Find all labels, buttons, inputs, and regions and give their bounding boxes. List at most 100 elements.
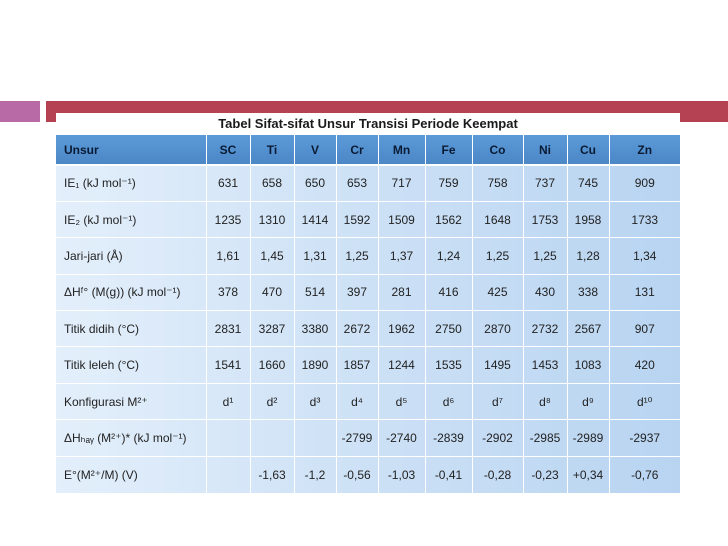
column-header: Ti (250, 135, 295, 166)
table-cell: 1733 (609, 201, 680, 239)
table-cell: 1244 (378, 346, 426, 384)
table-cell: 3287 (250, 310, 295, 348)
table-cell: 1753 (523, 201, 568, 239)
properties-table-container: Tabel Sifat-sifat Unsur Transisi Periode… (56, 113, 680, 493)
column-header: Cu (567, 135, 610, 166)
table-title: Tabel Sifat-sifat Unsur Transisi Periode… (56, 113, 680, 135)
table-cell: 378 (206, 274, 251, 312)
table-cell (250, 419, 295, 457)
table-cell: 653 (336, 165, 379, 202)
table-cell: 420 (609, 346, 680, 384)
accent-block-left (0, 101, 40, 122)
table-cell: 2750 (425, 310, 473, 348)
table-cell: 1660 (250, 346, 295, 384)
table-cell: d¹ (206, 383, 251, 421)
table-cell: 759 (425, 165, 473, 202)
table-row: ΔHₕₐᵧ (M²⁺)* (kJ mol⁻¹) -2799 -2740 -283… (56, 419, 680, 457)
table-cell: d⁵ (378, 383, 426, 421)
table-cell: 1,28 (567, 237, 610, 275)
table-cell: 631 (206, 165, 251, 202)
row-label: E°(M²⁺/M) (V) (56, 456, 207, 493)
table-cell: 2870 (472, 310, 524, 348)
table-row: Konfigurasi M²⁺ d¹ d² d³ d⁴ d⁵ d⁶ d⁷ d⁸ … (56, 383, 680, 421)
table-cell: 909 (609, 165, 680, 202)
table-cell: -0,28 (472, 456, 524, 493)
table-cell: 1857 (336, 346, 379, 384)
row-label: Konfigurasi M²⁺ (56, 383, 207, 421)
table-row: E°(M²⁺/M) (V) -1,63 -1,2 -0,56 -1,03 -0,… (56, 456, 680, 493)
table-cell: 1453 (523, 346, 568, 384)
table-cell: -2985 (523, 419, 568, 457)
table-cell: 514 (294, 274, 337, 312)
table-cell: 2672 (336, 310, 379, 348)
table-cell: -1,03 (378, 456, 426, 493)
table-cell: 1535 (425, 346, 473, 384)
row-label: IE₂ (kJ mol⁻¹) (56, 201, 207, 239)
table-cell: -1,2 (294, 456, 337, 493)
table-cell: 1890 (294, 346, 337, 384)
table-cell: 425 (472, 274, 524, 312)
table-cell: d⁴ (336, 383, 379, 421)
table-cell: 470 (250, 274, 295, 312)
column-header: V (294, 135, 337, 166)
table-cell (206, 419, 251, 457)
table-cell: -2740 (378, 419, 426, 457)
table-cell: 1,37 (378, 237, 426, 275)
table-cell: 658 (250, 165, 295, 202)
table-row: ΔHᶠ° (M(g)) (kJ mol⁻¹) 378 470 514 397 2… (56, 274, 680, 312)
table-cell: 1,31 (294, 237, 337, 275)
table-cell: 1541 (206, 346, 251, 384)
table-cell: d⁸ (523, 383, 568, 421)
row-label: Jari-jari (Å) (56, 237, 207, 275)
table-cell: 907 (609, 310, 680, 348)
table-cell: 737 (523, 165, 568, 202)
column-header: Zn (609, 135, 680, 166)
table-row: IE₁ (kJ mol⁻¹) 631 658 650 653 717 759 7… (56, 165, 680, 202)
table-cell: 2831 (206, 310, 251, 348)
table-cell: -2839 (425, 419, 473, 457)
column-header: Fe (425, 135, 473, 166)
table-row: Titik didih (°C) 2831 3287 3380 2672 196… (56, 310, 680, 348)
table-cell: -1,63 (250, 456, 295, 493)
table-row: IE₂ (kJ mol⁻¹) 1235 1310 1414 1592 1509 … (56, 201, 680, 239)
table-cell (206, 456, 251, 493)
table-cell: d⁹ (567, 383, 610, 421)
table-cell: d² (250, 383, 295, 421)
column-header: SC (206, 135, 251, 166)
row-label: Titik leleh (°C) (56, 346, 207, 384)
table-cell: d⁷ (472, 383, 524, 421)
table-cell: d³ (294, 383, 337, 421)
table-cell: 1,45 (250, 237, 295, 275)
table-cell (294, 419, 337, 457)
table-cell: 338 (567, 274, 610, 312)
table-row: Jari-jari (Å) 1,61 1,45 1,31 1,25 1,37 1… (56, 237, 680, 275)
table-cell: 1962 (378, 310, 426, 348)
table-cell: 1562 (425, 201, 473, 239)
table-cell: 1958 (567, 201, 610, 239)
table-cell: 745 (567, 165, 610, 202)
row-label: ΔHₕₐᵧ (M²⁺)* (kJ mol⁻¹) (56, 419, 207, 457)
table-cell: 2567 (567, 310, 610, 348)
table-cell: -0,41 (425, 456, 473, 493)
column-header: Ni (523, 135, 568, 166)
table-cell: 281 (378, 274, 426, 312)
table-cell: -2989 (567, 419, 610, 457)
column-header: Unsur (56, 135, 207, 166)
table-cell: d⁶ (425, 383, 473, 421)
row-label: ΔHᶠ° (M(g)) (kJ mol⁻¹) (56, 274, 207, 312)
table-cell: 1235 (206, 201, 251, 239)
table-cell: -0,56 (336, 456, 379, 493)
table-cell: 1592 (336, 201, 379, 239)
table-cell: 1509 (378, 201, 426, 239)
table-cell: 3380 (294, 310, 337, 348)
row-label: Titik didih (°C) (56, 310, 207, 348)
table-cell: -2902 (472, 419, 524, 457)
transition-element-properties-table: Unsur SC Ti V Cr Mn Fe Co Ni Cu Zn IE₁ (… (56, 135, 680, 493)
table-cell: 416 (425, 274, 473, 312)
table-cell: d¹⁰ (609, 383, 680, 421)
table-cell: 1495 (472, 346, 524, 384)
table-cell: 1,25 (523, 237, 568, 275)
column-header: Mn (378, 135, 426, 166)
table-cell: +0,34 (567, 456, 610, 493)
table-cell: -0,23 (523, 456, 568, 493)
